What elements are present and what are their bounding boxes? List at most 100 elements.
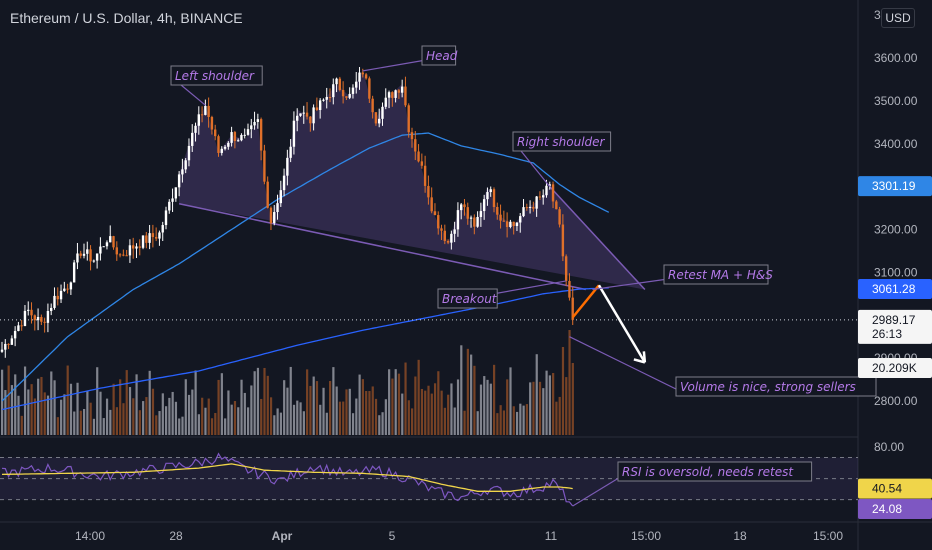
volume-bar (1, 369, 4, 435)
candle-body (460, 204, 463, 211)
candle-body (384, 97, 387, 107)
price-tag-text: 40.54 (872, 482, 902, 496)
volume-bar (155, 415, 158, 435)
price-tag-text: 3061.28 (872, 282, 916, 296)
candle-body (318, 100, 322, 111)
candle-body (171, 198, 174, 202)
volume-bar (542, 388, 545, 435)
volume-bar (165, 406, 168, 435)
volume-bar (60, 399, 63, 435)
volume-bar (122, 403, 125, 435)
candle-body (292, 120, 296, 147)
candle-body (453, 229, 456, 234)
x-tick-label: Apr (272, 529, 293, 543)
candle-body (220, 148, 223, 153)
volume-bar (476, 411, 479, 435)
candle-body (191, 132, 194, 146)
candle-body (230, 132, 233, 143)
volume-bar (384, 399, 387, 435)
candle-body (174, 187, 178, 199)
volume-bar (191, 389, 194, 435)
candle-body (505, 221, 509, 227)
candle-body (79, 253, 82, 256)
y-tick-label: 2800.00 (874, 394, 918, 408)
y-tick-label: 3500.00 (874, 94, 918, 108)
currency-button[interactable]: USD (881, 8, 915, 28)
volume-bar (187, 394, 191, 435)
wedge-line (549, 186, 646, 291)
volume-bar (548, 375, 551, 435)
volume-bar (463, 410, 466, 435)
annotation-text: Breakout (442, 292, 498, 306)
volume-bar (96, 367, 99, 435)
candle-body (240, 134, 243, 141)
volume-bar (269, 397, 273, 435)
candle-body (66, 288, 69, 290)
annotation-head: Head (362, 45, 458, 72)
rsi-tick-label: 80.00 (874, 440, 904, 454)
annotation-text: Retest MA + H&S (668, 268, 773, 282)
candle-body (391, 92, 394, 98)
candle-body (269, 207, 273, 224)
volume-bar (230, 404, 233, 435)
volume-bar (168, 397, 171, 435)
candle-body (486, 192, 489, 200)
volume-bar (256, 367, 260, 435)
volume-bar (555, 401, 558, 435)
candle-body (492, 189, 496, 207)
candle-body (466, 207, 469, 219)
projection-down-arrow (597, 284, 646, 364)
candle-body (542, 195, 545, 198)
volume-bar (17, 395, 20, 435)
volume-bar (237, 407, 240, 435)
volume-bar (519, 403, 522, 435)
volume-bar (115, 407, 118, 435)
volume-bar (243, 392, 246, 435)
candle-body (256, 119, 260, 122)
candle-body (571, 297, 574, 320)
candle-body (246, 129, 250, 135)
callout-line (362, 59, 427, 72)
volume-histogram (1, 330, 574, 435)
volume-bar (53, 380, 56, 435)
candle-body (482, 199, 486, 212)
candle-body (154, 237, 158, 239)
volume-bar (20, 415, 23, 435)
price-tag-bg (858, 176, 932, 197)
candle-body (561, 224, 565, 257)
candle-body (10, 338, 14, 345)
candle-body (115, 247, 118, 255)
volume-bar (79, 410, 82, 435)
annotation-retest: Retest MA + H&S (592, 264, 773, 291)
candle-body (168, 201, 171, 211)
candle-body (279, 190, 282, 204)
candle-body (72, 262, 76, 283)
volume-bar (486, 379, 489, 435)
annotation-text: Right shoulder (517, 135, 606, 149)
volume-bar (496, 413, 499, 435)
volume-bar (512, 406, 515, 435)
volume-bar (227, 390, 230, 435)
candle-body (407, 105, 410, 133)
candle-body (59, 290, 63, 300)
volume-bar (7, 365, 10, 435)
candle-body (33, 315, 36, 321)
annotation-text: Left shoulder (175, 69, 255, 83)
volume-bar (102, 418, 105, 435)
annotation-text: Volume is nice, strong sellers (680, 380, 856, 394)
candle-body (525, 207, 528, 209)
candle-body (273, 212, 276, 224)
candle-body (227, 142, 230, 147)
volume-bar (69, 383, 73, 435)
volume-bar (50, 371, 53, 435)
volume-bar (197, 414, 200, 435)
candle-body (135, 246, 138, 249)
candle-body (322, 99, 325, 101)
volume-bar (348, 388, 351, 435)
candle-body (250, 125, 253, 130)
candle-body (0, 349, 4, 352)
candle-body (417, 151, 420, 162)
volume-bar (332, 367, 335, 435)
price-label: 3301.19 (858, 176, 932, 197)
